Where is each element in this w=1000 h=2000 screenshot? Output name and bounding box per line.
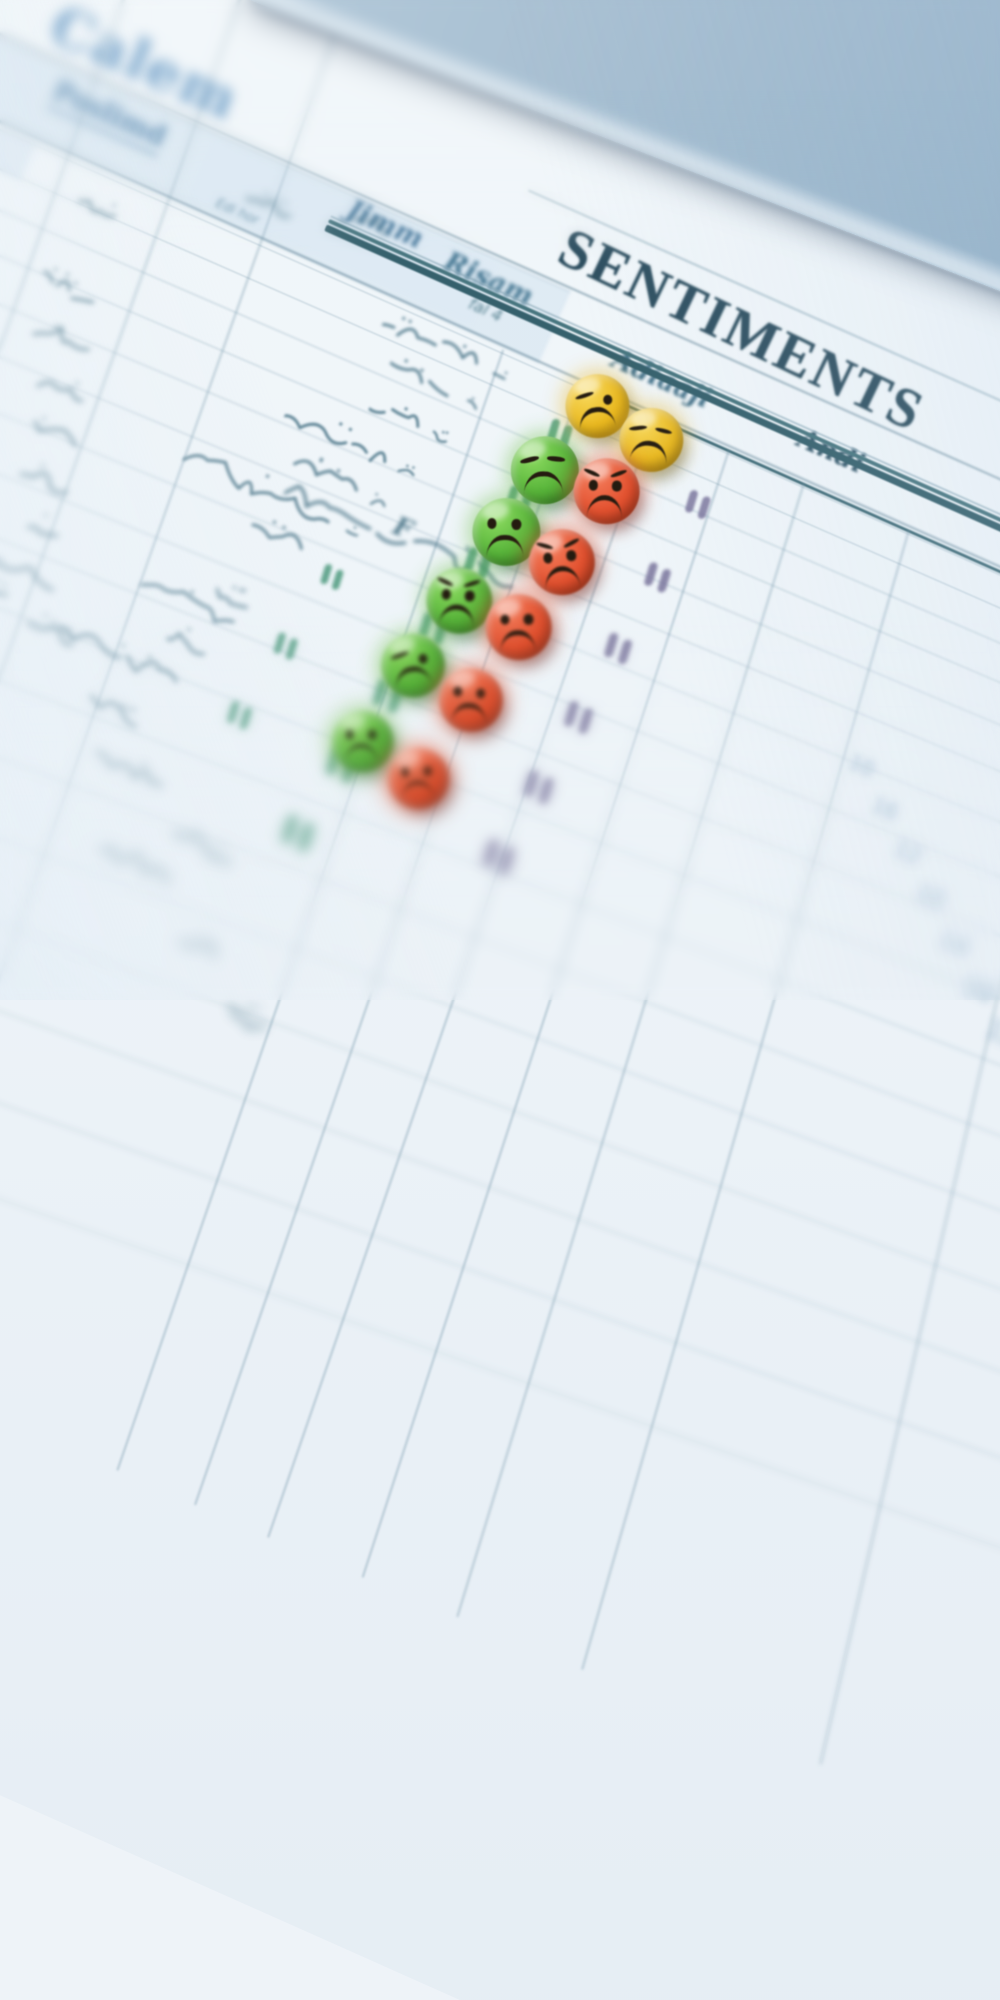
sticker-eye <box>500 614 510 625</box>
sticker-eye <box>547 456 565 463</box>
sticker-frown-mouth <box>577 405 616 433</box>
emoji-sticker-green <box>332 711 394 773</box>
sticker-eye <box>441 589 451 600</box>
sticker-frown-mouth <box>438 603 475 630</box>
ditto-mark-purple <box>685 489 715 521</box>
sticker-eyebrow <box>610 469 628 479</box>
ditto-mark-purple <box>482 838 520 878</box>
sticker-eye <box>453 687 462 698</box>
sticker-eye <box>603 395 612 406</box>
sticker-eye <box>476 688 485 699</box>
sticker-frown-mouth <box>524 471 564 497</box>
ditto-mark-purple <box>644 562 676 596</box>
sticker-eye <box>487 518 497 529</box>
ditto-mark-purple <box>523 769 560 808</box>
sticker-eye <box>465 591 475 602</box>
sticker-frown-mouth <box>629 439 669 468</box>
sticker-frown-mouth <box>500 629 536 655</box>
sticker-eye <box>575 391 595 401</box>
sticker-frown-mouth <box>487 535 524 560</box>
sticker-eyebrow <box>583 468 600 479</box>
sticker-eye <box>566 550 576 561</box>
sticker-frown-mouth <box>393 664 432 693</box>
sticker-eye <box>419 654 429 665</box>
sticker-frown-mouth <box>451 702 486 727</box>
sticker-eyebrow <box>563 537 580 549</box>
sticker-eye <box>345 729 354 739</box>
ditto-mark-teal <box>273 632 302 662</box>
sticker-eye <box>512 519 522 530</box>
sticker-eye <box>401 767 410 777</box>
sticker-eye <box>390 650 410 661</box>
sticker-frown-mouth <box>401 780 436 804</box>
ditto-mark-teal <box>281 814 321 856</box>
sticker-eyebrow <box>463 579 481 588</box>
sticker-frown-mouth <box>587 494 623 520</box>
sticker-eyebrow <box>437 576 454 587</box>
ditto-mark-teal <box>320 563 347 592</box>
sticker-eye <box>423 766 432 776</box>
sticker-eye <box>654 427 671 435</box>
sticker-eye <box>629 425 647 431</box>
ditto-mark-purple <box>604 632 638 667</box>
sticker-frown-mouth <box>345 744 378 767</box>
ditto-mark-teal <box>226 700 256 732</box>
sticker-eye <box>368 730 377 740</box>
sticker-eye <box>519 455 539 464</box>
sticker-eye <box>588 480 598 491</box>
sticker-eye <box>542 553 552 564</box>
sticker-frown-mouth <box>543 564 581 592</box>
sticker-eye <box>524 614 534 625</box>
sticker-eye <box>612 481 622 492</box>
ditto-mark-purple <box>563 700 598 737</box>
sticker-eyebrow <box>536 542 554 551</box>
